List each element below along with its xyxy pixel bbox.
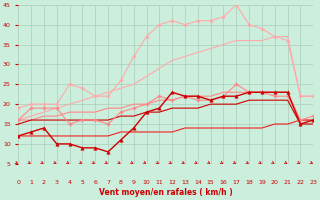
- X-axis label: Vent moyen/en rafales ( km/h ): Vent moyen/en rafales ( km/h ): [99, 188, 233, 197]
